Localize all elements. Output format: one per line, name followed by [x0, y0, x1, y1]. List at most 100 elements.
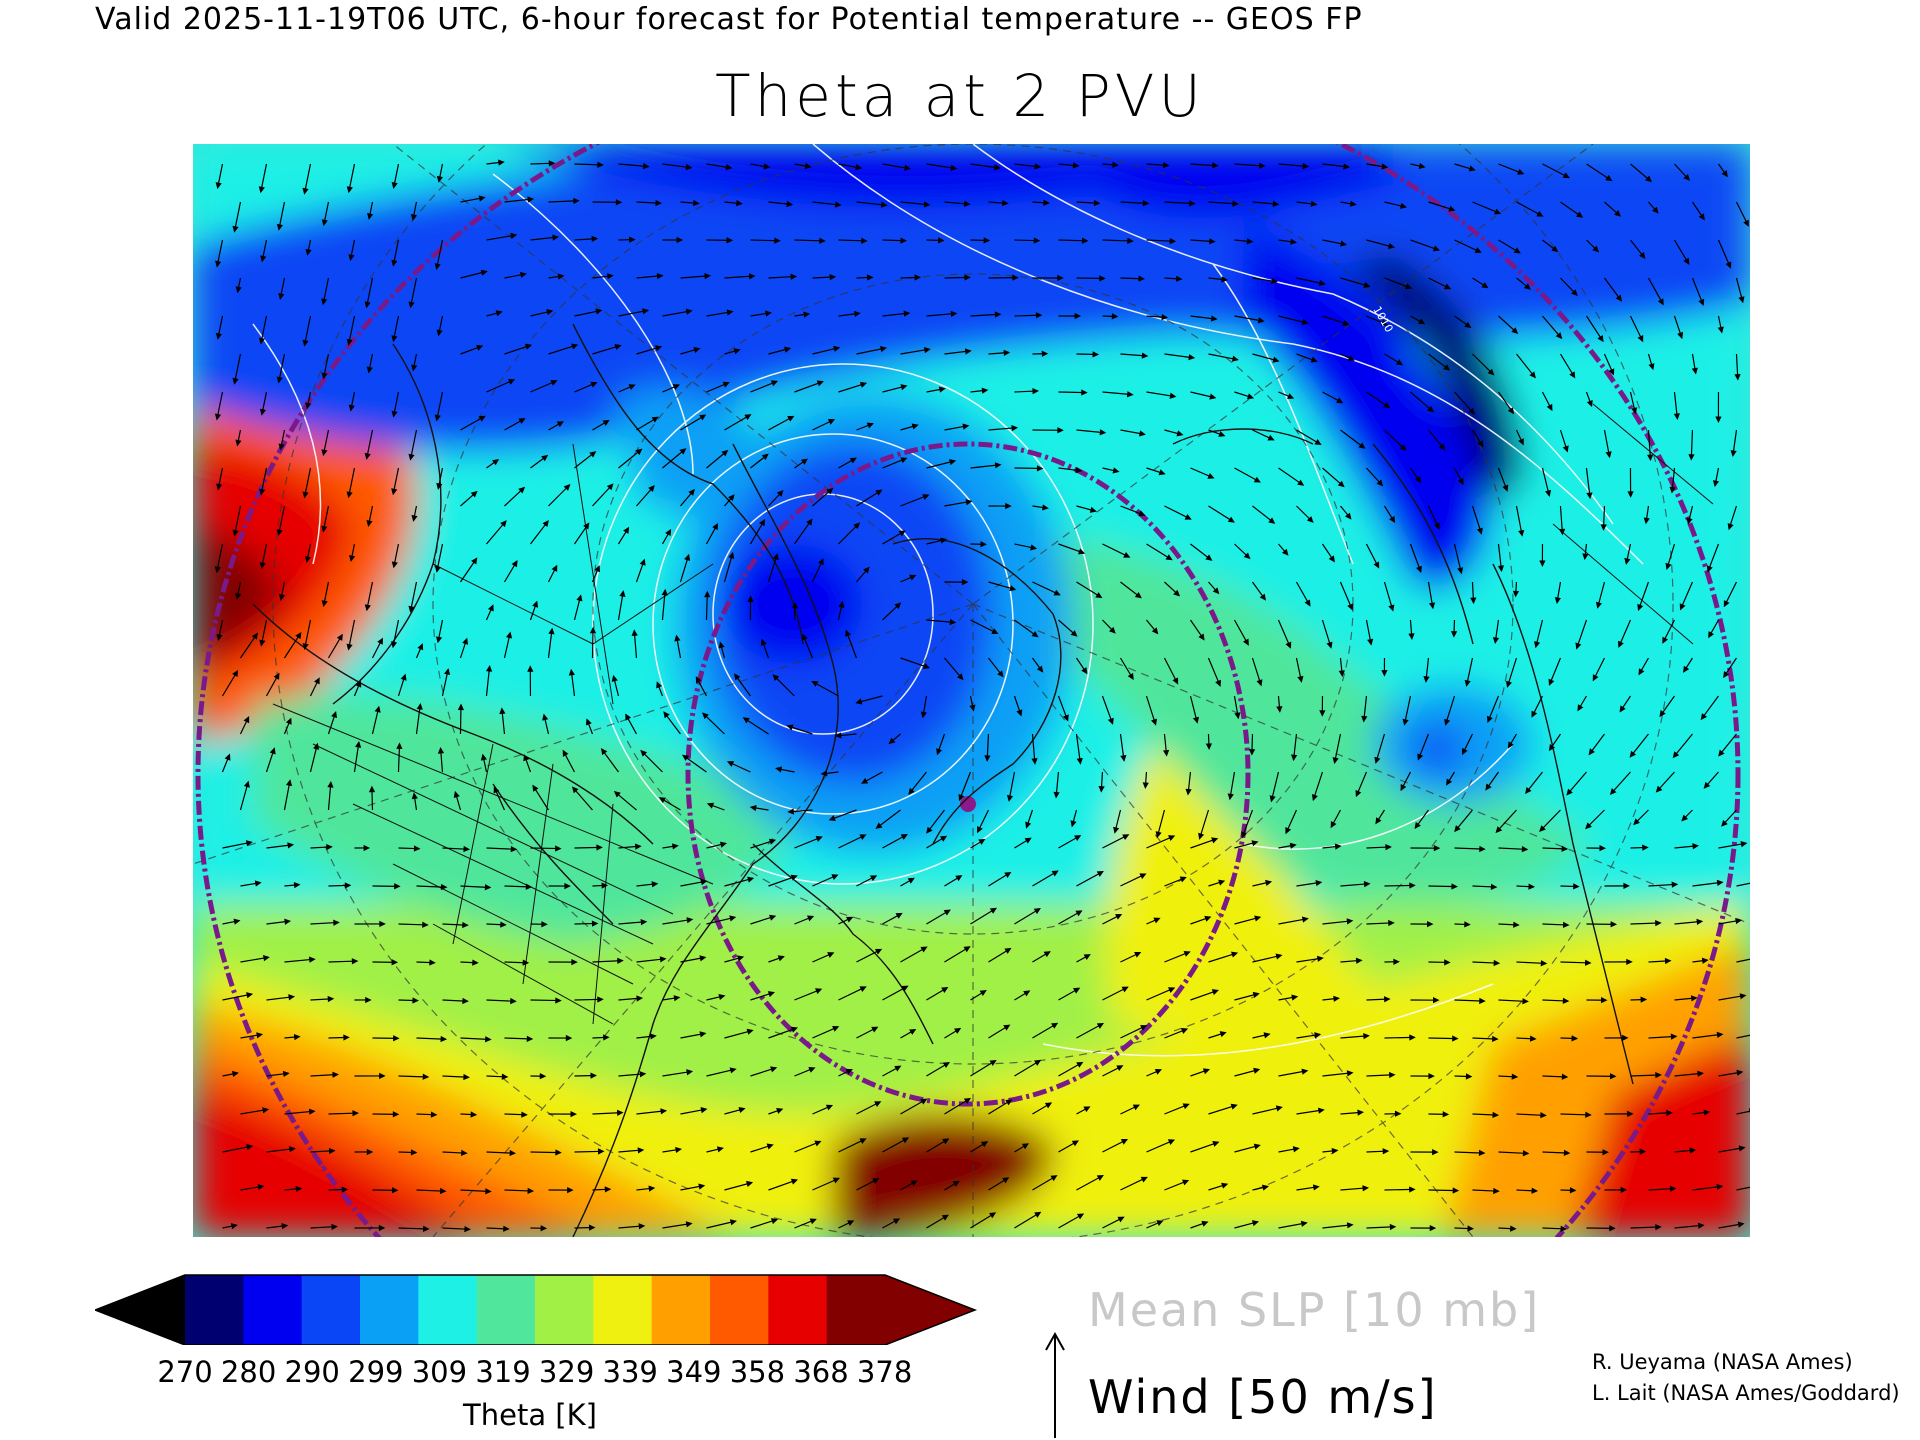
wind-arrow-head [527, 665, 534, 672]
wind-arrow-head [391, 182, 398, 190]
wind-arrow-head [1304, 599, 1311, 607]
wind-arrow-head [1467, 1225, 1474, 1232]
wind-arrow-head [500, 520, 507, 528]
wind-arrow-head [1070, 820, 1077, 828]
wind-arrow-head [880, 201, 888, 208]
wind-arrow-head [412, 997, 419, 1004]
wind-arrow-head [260, 255, 267, 263]
wind-arrow-head [392, 1111, 400, 1118]
wind-arrow-head [555, 1149, 562, 1156]
wind-arrow-head [1134, 951, 1142, 958]
wind-arrow-head [589, 451, 597, 458]
wind-arrow-head [510, 997, 517, 1005]
wind-arrow-head [493, 786, 500, 794]
wind-arrow-head [591, 235, 599, 243]
wind-arrow-head [434, 414, 441, 422]
wind-arrow-head [539, 1073, 547, 1080]
wind-arrow-head [1622, 1034, 1629, 1042]
wind-arrow-head [1034, 1059, 1042, 1066]
wind-arrow-head [1031, 631, 1039, 638]
wind-arrow-head [1319, 710, 1326, 717]
wind-arrow-head [366, 1148, 374, 1156]
wind-arrow-head [1198, 832, 1205, 840]
wind-arrow-head [348, 254, 355, 262]
wind-arrow-head [532, 784, 539, 792]
wind-arrow-head [688, 488, 695, 496]
wind-arrow-head [941, 987, 949, 994]
wind-arrow-head [1168, 987, 1176, 993]
wind-arrow-head [285, 717, 292, 725]
wind-arrow-head [1571, 1035, 1579, 1042]
wind-arrow-head [1464, 321, 1472, 329]
wind-arrow-head [834, 201, 842, 208]
wind-arrow-head [1432, 245, 1441, 252]
wind-arrow-head [501, 1073, 509, 1080]
wind-arrow-head [828, 815, 836, 821]
wind-arrow-head [1539, 560, 1546, 567]
wind-arrow-head [861, 237, 868, 244]
wind-arrow-head [784, 346, 792, 353]
wind-arrow-head [684, 553, 691, 561]
wind-arrow-head [346, 491, 353, 499]
wind-arrow-head [1689, 1147, 1697, 1154]
wind-arrow-head [1363, 281, 1371, 288]
wind-arrow-head [243, 715, 250, 724]
wind-arrow-head [273, 672, 280, 680]
wind-arrow-head [1073, 987, 1081, 994]
wind-arrow-head [1315, 879, 1323, 887]
wind-arrow-head [262, 1107, 270, 1114]
wind-arrow-head [809, 1218, 817, 1225]
wind-arrow-head [1241, 831, 1248, 839]
wind-arrow-head [634, 843, 642, 850]
wind-arrow-head [550, 379, 558, 386]
wind-arrow-head [869, 875, 878, 882]
wind-arrow-head [619, 590, 626, 597]
wind-arrow-head [485, 1036, 492, 1043]
wind-arrow-head [416, 702, 423, 710]
wind-arrow-head [1737, 1221, 1745, 1228]
wind-arrow-head [679, 448, 687, 455]
wind-arrow-head [790, 1026, 798, 1033]
wind-arrow-head [1633, 818, 1640, 826]
wind-arrow-head [1117, 1216, 1125, 1223]
wind-arrow-head [655, 345, 663, 352]
colorbar-tick-label: 290 [284, 1355, 340, 1389]
wind-arrow-head [233, 918, 241, 925]
wind-arrow-head [1522, 998, 1529, 1005]
wind-arrow-head [642, 308, 650, 315]
wind-arrow-head [333, 919, 340, 926]
wind-arrow-head [1212, 587, 1220, 595]
wind-arrow-head [1230, 1103, 1238, 1110]
wind-arrow-head [1306, 516, 1314, 523]
wind-arrow-head [287, 842, 295, 849]
wind-arrow-head [1618, 640, 1624, 648]
wind-arrow-head [214, 413, 222, 421]
wind-arrow-head [519, 271, 527, 278]
wind-arrow-head [1497, 565, 1505, 573]
wind-arrow-head [304, 555, 311, 563]
wind-arrow-head [1231, 355, 1239, 362]
colorbar-title: Theta [K] [463, 1398, 597, 1432]
wind-arrow-head [1221, 1182, 1229, 1189]
wind-arrow-head [742, 717, 750, 724]
colorbar-tick-label: 349 [666, 1355, 722, 1389]
wind-arrow-head [364, 301, 371, 309]
wind-arrow-head [1417, 753, 1424, 761]
wind-arrow-head [235, 286, 242, 294]
wind-arrow-head [1246, 238, 1254, 245]
wind-arrow-head [942, 1138, 950, 1145]
wind-arrow-head [1562, 997, 1570, 1004]
wind-arrow-head [1492, 637, 1500, 644]
wind-arrow-head [898, 530, 906, 537]
wind-arrow-head [541, 921, 548, 928]
wind-arrow-head [480, 753, 487, 761]
pole-marker [960, 796, 976, 812]
wind-arrow-head [1138, 430, 1146, 437]
wind-arrow-head [1034, 1211, 1042, 1218]
wind-arrow-head [1209, 238, 1216, 245]
wind-arrow-head [695, 676, 702, 684]
wind-arrow-head [815, 836, 823, 842]
wind-arrow-head [282, 1070, 290, 1078]
wind-arrow-head [1623, 882, 1630, 890]
wind-arrow-head [1655, 785, 1663, 793]
